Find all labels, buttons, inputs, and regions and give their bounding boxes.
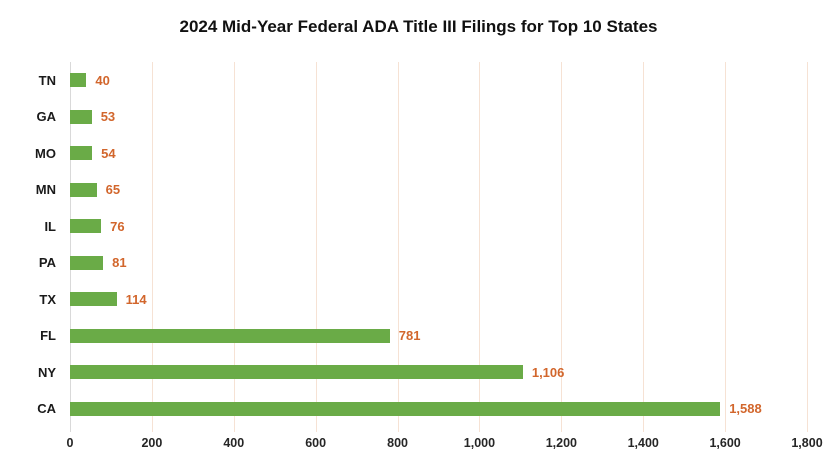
value-label-ga: 53 xyxy=(100,109,116,125)
x-tick-label-1400: 1,400 xyxy=(627,436,659,450)
bar-il xyxy=(70,219,102,234)
x-tick-label-800: 800 xyxy=(387,436,408,450)
bar-fl xyxy=(70,328,390,343)
gridline xyxy=(315,62,317,432)
category-label-il: IL xyxy=(44,218,56,234)
bar-tn xyxy=(70,73,87,88)
category-label-mo: MO xyxy=(35,145,56,161)
chart-title: 2024 Mid-Year Federal ADA Title III Fili… xyxy=(179,17,658,36)
value-label-mo: 54 xyxy=(101,145,116,161)
bar-row-tx: TX 114 xyxy=(39,281,807,318)
gridline xyxy=(397,62,399,432)
category-label-ga: GA xyxy=(36,109,57,125)
bar-row-il: IL 76 xyxy=(44,208,807,245)
bar-row-ga: GA 53 xyxy=(37,99,807,136)
bar-row-ny: NY 1,106 xyxy=(38,354,807,391)
gridline xyxy=(561,62,563,432)
bar-ny xyxy=(70,365,523,380)
bar-row-mn: MN 65 xyxy=(36,172,807,209)
gridline xyxy=(151,62,153,432)
bar-row-tn: TN 40 xyxy=(39,62,807,99)
bar-tx xyxy=(70,292,117,307)
gridline xyxy=(725,62,727,432)
category-label-pa: PA xyxy=(38,255,56,271)
x-tick-label-1000: 1,000 xyxy=(463,436,496,450)
x-tick-label-1200: 1,200 xyxy=(545,436,577,450)
bar-row-mo: MO 54 xyxy=(35,135,807,172)
bar-mn xyxy=(70,182,97,197)
gridline xyxy=(643,62,645,432)
bar-row-fl: FL 781 xyxy=(40,318,807,355)
plot-area: TN 40 GA 53 MO 54 MN 65 IL 76 PA 81 TX 114 FL 781 NY 1,10… xyxy=(35,62,823,450)
gridline xyxy=(807,62,808,432)
category-label-ny: NY xyxy=(37,364,56,380)
category-label-ca: CA xyxy=(37,401,56,417)
value-label-pa: 81 xyxy=(112,255,127,271)
category-label-fl: FL xyxy=(40,328,56,344)
category-label-tn: TN xyxy=(38,72,56,88)
category-label-mn: MN xyxy=(35,182,56,198)
bar-ga xyxy=(70,109,92,124)
x-tick-label-0: 0 xyxy=(66,436,74,450)
gridline xyxy=(233,62,235,432)
x-tick-label-600: 600 xyxy=(305,436,327,450)
value-label-ca: 1,588 xyxy=(729,401,762,417)
bar-row-pa: PA 81 xyxy=(39,245,807,282)
value-label-il: 76 xyxy=(110,218,125,234)
bar-row-ca: CA 1,588 xyxy=(37,391,807,428)
gridline xyxy=(479,62,481,432)
category-label-tx: TX xyxy=(39,291,56,307)
x-tick-label-1800: 1,800 xyxy=(791,436,823,450)
x-tick-label-400: 400 xyxy=(223,436,245,450)
y-axis-line xyxy=(70,62,71,432)
x-tick-label-1600: 1,600 xyxy=(709,436,741,450)
value-label-fl: 781 xyxy=(398,328,421,344)
value-label-tx: 114 xyxy=(125,291,147,307)
bar-pa xyxy=(70,255,104,270)
bar-mo xyxy=(70,146,93,161)
value-label-ny: 1,106 xyxy=(531,364,565,380)
bar-ca xyxy=(70,401,721,416)
value-label-tn: 40 xyxy=(95,72,110,88)
value-label-mn: 65 xyxy=(105,182,121,198)
x-tick-label-200: 200 xyxy=(141,436,163,450)
